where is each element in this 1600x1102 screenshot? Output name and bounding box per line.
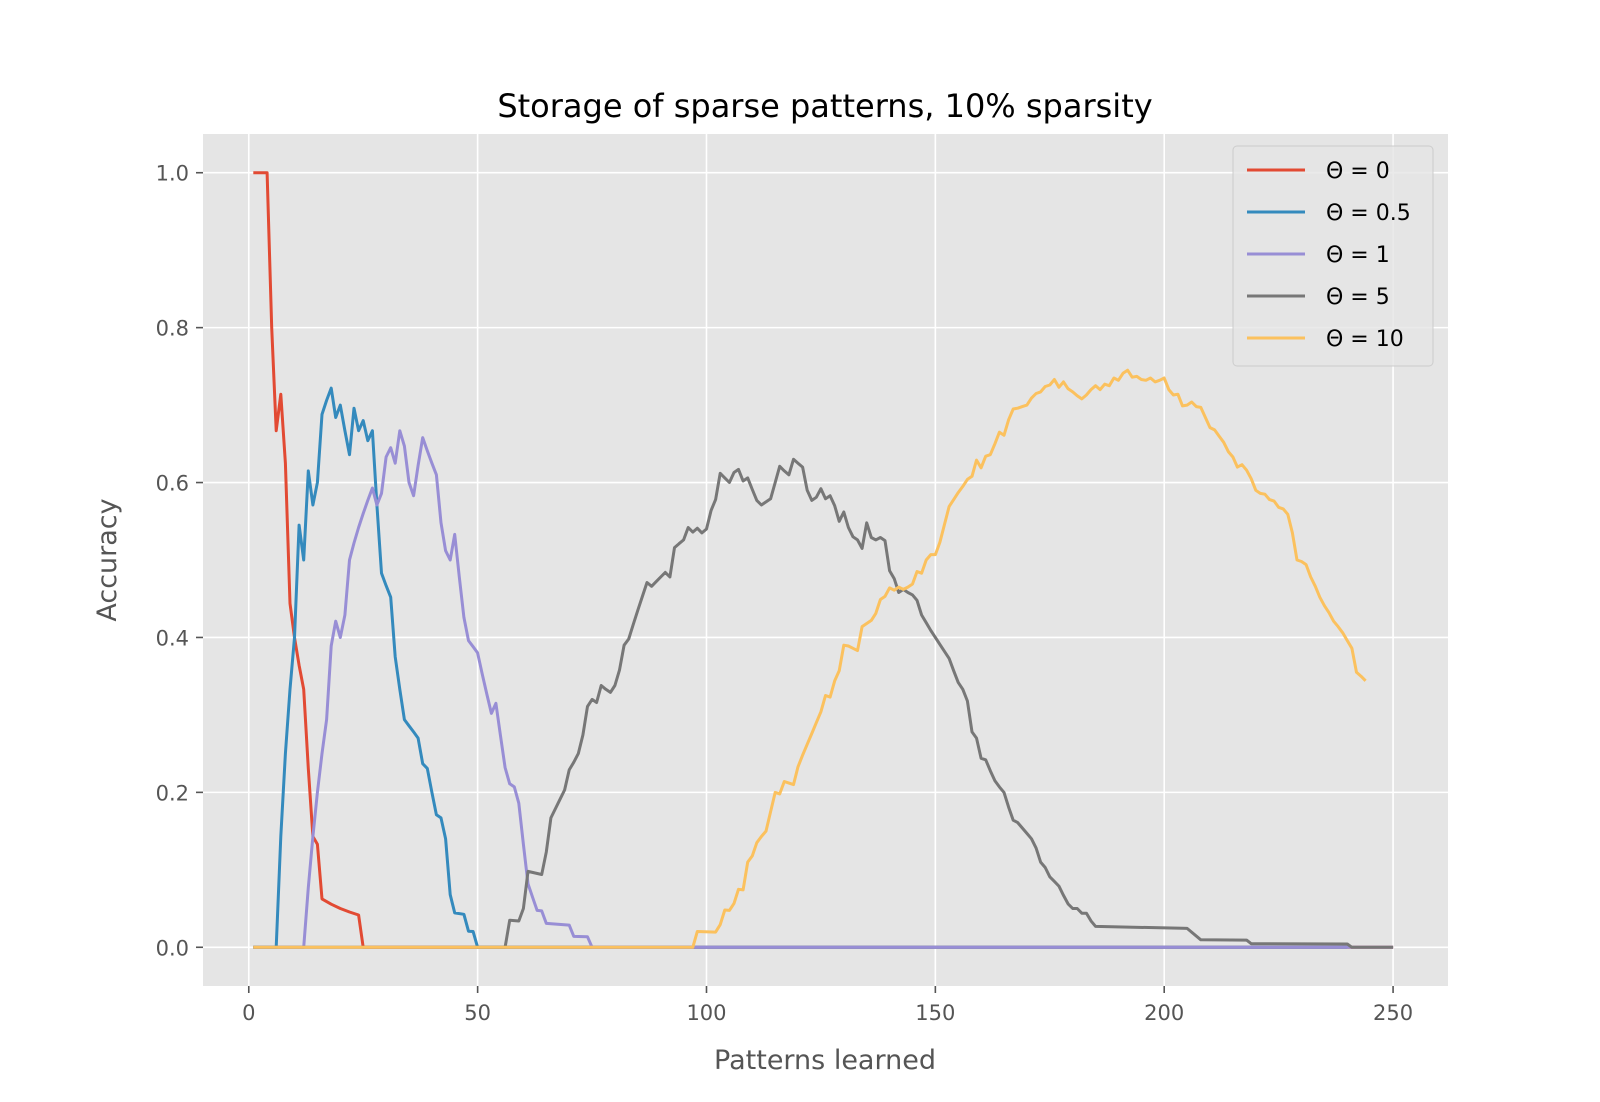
legend-entry-1: Θ = 0.5 (1326, 201, 1411, 226)
series-line-2 (253, 429, 1394, 949)
series-line-4 (253, 368, 1367, 949)
legend-entry-2: Θ = 1 (1326, 243, 1390, 268)
series-line-3 (253, 457, 1394, 949)
series-line-1 (253, 386, 1348, 949)
y-tick-label: 0.2 (156, 781, 189, 805)
x-tick-label: 100 (686, 1001, 726, 1025)
legend-entry-3: Θ = 5 (1326, 285, 1390, 310)
y-axis-ticks: 0.0 0.2 0.4 0.6 0.8 1.0 (156, 162, 203, 960)
y-tick-label: 1.0 (156, 162, 189, 186)
series-lines (253, 171, 1394, 949)
x-axis-label: Patterns learned (714, 1045, 936, 1076)
x-tick-label: 250 (1373, 1001, 1413, 1025)
chart-title: Storage of sparse patterns, 10% sparsity (497, 87, 1152, 125)
legend-box (1232, 145, 1434, 367)
legend-entry-4: Θ = 10 (1326, 327, 1404, 352)
y-axis-label: Accuracy (92, 498, 123, 621)
x-tick-label: 150 (915, 1001, 955, 1025)
y-tick-label: 0.8 (156, 317, 189, 341)
x-tick-label: 50 (464, 1001, 491, 1025)
y-tick-label: 0.4 (156, 626, 189, 650)
series-line-0 (253, 171, 1394, 949)
y-tick-label: 0.0 (156, 936, 189, 960)
y-tick-label: 0.6 (156, 472, 189, 496)
x-tick-label: 200 (1144, 1001, 1184, 1025)
legend: Θ = 0 Θ = 0.5 Θ = 1 Θ = 5 Θ = 10 (1232, 145, 1434, 367)
legend-entry-0: Θ = 0 (1326, 159, 1390, 184)
x-tick-label: 0 (242, 1001, 255, 1025)
x-axis-ticks: 0 50 100 150 200 250 (242, 986, 1413, 1025)
